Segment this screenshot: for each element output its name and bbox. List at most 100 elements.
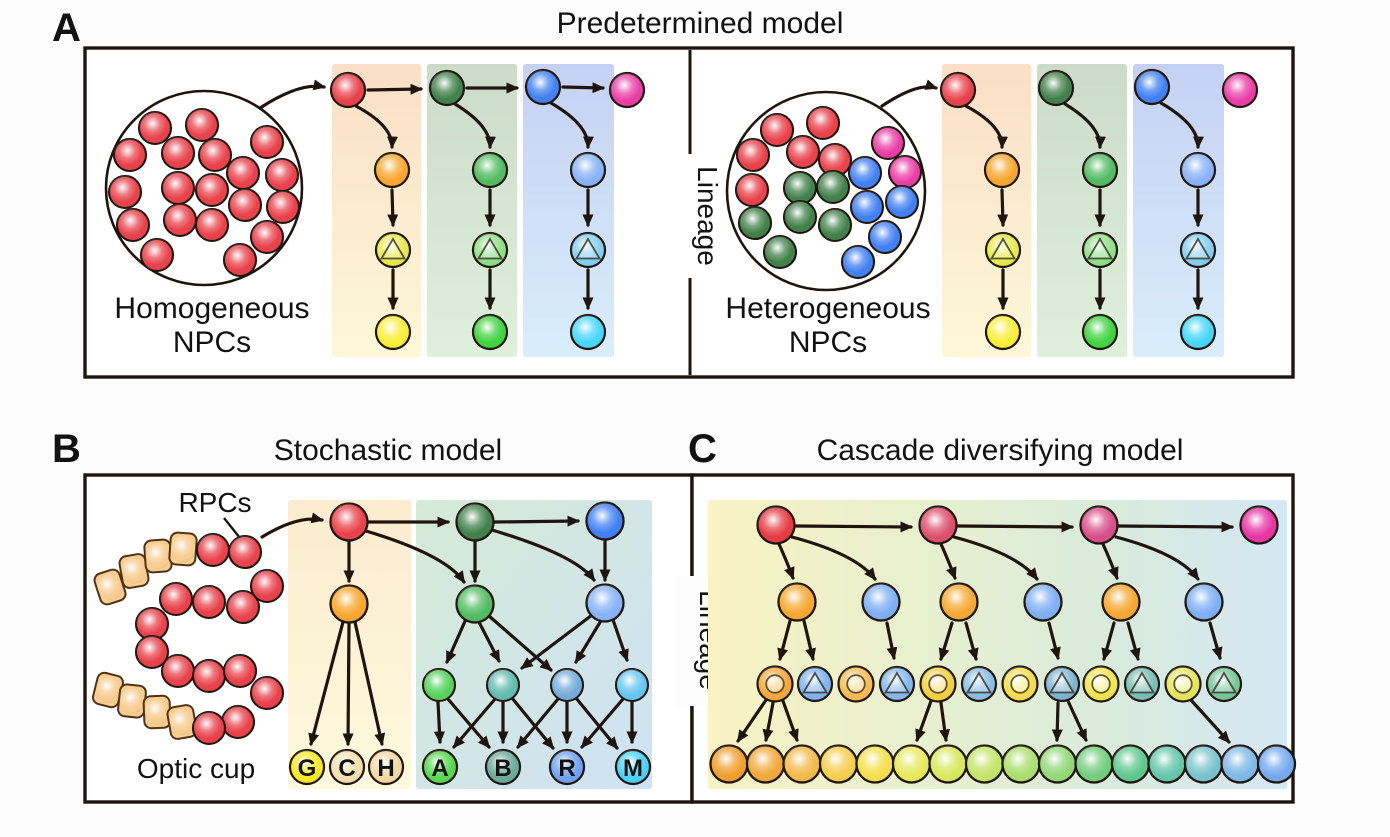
arrow xyxy=(574,617,604,664)
arrow xyxy=(1047,621,1061,660)
progenitor-cell-blue xyxy=(1023,582,1063,622)
rpc-cell-magenta xyxy=(1239,505,1279,545)
npc-cell-dark-green xyxy=(428,69,466,107)
arrow xyxy=(561,82,605,94)
neuron-cell-green xyxy=(1081,313,1119,351)
lineage-column-bg xyxy=(427,64,517,357)
progenitor-cell-green xyxy=(471,151,509,189)
arrow xyxy=(493,515,580,527)
rpcs-pointer-line xyxy=(223,517,241,539)
arrow xyxy=(1126,621,1141,661)
homogeneous-label-line2: NPCs xyxy=(173,326,251,359)
arrow xyxy=(574,696,619,750)
precursor-cell-yellow xyxy=(374,231,412,269)
arrow xyxy=(516,697,560,749)
rpc-cell-dark-green xyxy=(455,502,495,542)
npc-cell-magenta xyxy=(1221,71,1259,109)
progenitor-cell-orange xyxy=(1101,582,1141,622)
arrow xyxy=(366,83,423,95)
homogeneous-npc-pool: Homogeneous NPCs xyxy=(104,79,326,359)
progenitor-cell-blue xyxy=(861,582,901,622)
precursor-triangle-cell xyxy=(1123,665,1161,703)
arrow xyxy=(794,521,913,533)
lineage-column-bg xyxy=(942,64,1031,357)
neuron-cell-green xyxy=(471,313,509,351)
progenitor-cell-blue xyxy=(1184,582,1224,622)
progenitor-cell-green xyxy=(455,584,495,624)
precursor-cell-green xyxy=(421,667,457,703)
arrow xyxy=(964,104,1008,149)
homogeneous-label-line1: Homogeneous xyxy=(114,292,309,325)
precursor-triangle-cell xyxy=(878,665,916,703)
cascade-gradient-bg xyxy=(708,500,1287,789)
rpcs-label: RPCs xyxy=(178,487,251,518)
precursor-cell-blue xyxy=(1179,231,1217,269)
neuron-cell-cyan xyxy=(1179,313,1217,351)
arrow xyxy=(477,620,501,663)
precursor-cell-yellow xyxy=(984,231,1022,269)
panel-b: B Stochastic model RPCs Optic cup xyxy=(52,427,694,804)
arrow xyxy=(487,614,553,672)
rpc-cell-red xyxy=(756,505,796,545)
arrow xyxy=(354,104,398,149)
arrow xyxy=(520,613,594,670)
arrow xyxy=(938,621,954,661)
arrow xyxy=(353,620,386,746)
precursor-ring-cell xyxy=(1001,665,1039,703)
arrow xyxy=(1208,621,1223,660)
npc-cell-magenta xyxy=(608,71,646,109)
arrow xyxy=(580,697,625,749)
arrow xyxy=(1114,535,1200,581)
arrow xyxy=(939,542,957,580)
npc-cell-dark-green xyxy=(1037,69,1075,107)
precursor-ring-cell xyxy=(837,665,875,703)
arrow xyxy=(364,529,466,584)
fate-letter-C: C xyxy=(338,755,355,782)
precursor-triangle-cell xyxy=(1043,665,1081,703)
rpc-cell-pink xyxy=(1079,505,1119,545)
arrow xyxy=(777,619,792,661)
panel-c-letter: C xyxy=(688,427,717,471)
fate-letter-B: B xyxy=(494,755,511,782)
lineage-column-bg xyxy=(1037,64,1127,357)
arrow xyxy=(736,698,768,743)
heterogeneous-npc-pool: Heterogeneous NPCs xyxy=(725,79,938,359)
arrow xyxy=(1101,542,1119,580)
homogeneous-lineage-columns xyxy=(329,64,646,357)
progenitor-cell-orange xyxy=(373,151,411,189)
panel-a-title: Predetermined model xyxy=(557,7,844,40)
fate-letter-H: H xyxy=(377,755,394,782)
lineage-column-bg xyxy=(1133,64,1224,357)
precursor-cell-teal xyxy=(485,667,521,703)
arrow xyxy=(777,542,795,580)
optic-cup-label: Optic cup xyxy=(137,753,255,784)
precursor-cell-green xyxy=(1081,231,1119,269)
panel-b-title: Stochastic model xyxy=(274,434,502,467)
progenitor-cell-green xyxy=(1081,151,1119,189)
arrow xyxy=(342,622,354,746)
lineage-column-bg xyxy=(523,64,614,357)
panel-a-letter: A xyxy=(52,6,81,50)
precursor-cell-steel-blue xyxy=(549,667,585,703)
arrow xyxy=(1117,521,1234,533)
precursor-ring-cell xyxy=(919,665,957,703)
neuron-cell-yellow xyxy=(374,313,412,351)
arrow xyxy=(880,79,938,108)
stochastic-lineage-tree: G C H A B R M xyxy=(260,500,652,789)
arrow xyxy=(1051,701,1063,742)
progenitor-cell-orange xyxy=(983,151,1021,189)
rpc-cell-red xyxy=(329,502,369,542)
precursor-cell-green xyxy=(471,231,509,269)
precursor-triangle-cell xyxy=(960,665,998,703)
arrow xyxy=(885,621,898,660)
rpc-cell-crimson xyxy=(918,505,958,545)
progenitor-cell-orange xyxy=(329,584,369,624)
arrow xyxy=(490,528,596,582)
arrow xyxy=(802,619,816,661)
arrow xyxy=(956,521,1074,533)
progenitor-cell-blue xyxy=(569,151,607,189)
arrow xyxy=(1101,621,1116,661)
panel-c-title: Cascade diversifying model xyxy=(817,434,1184,467)
